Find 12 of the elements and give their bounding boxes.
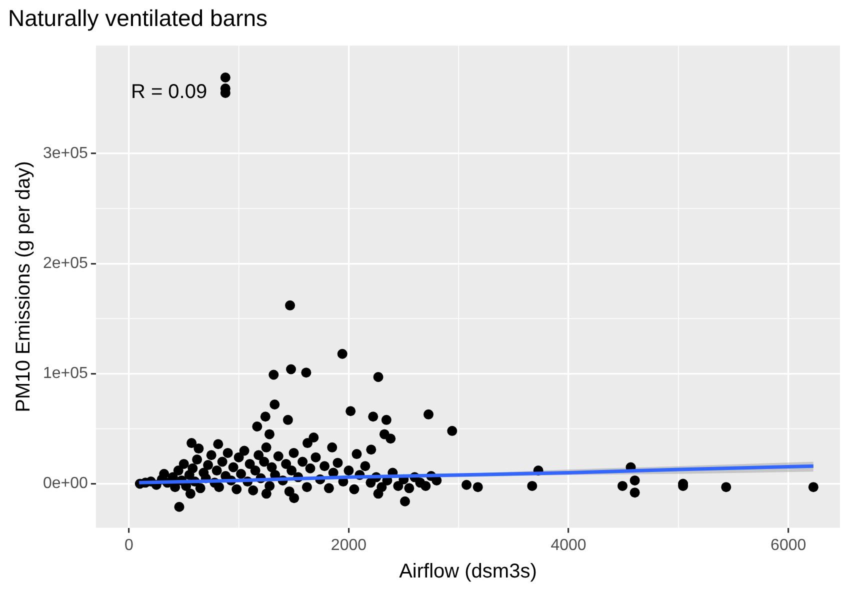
y-tick-label: 0e+00 [43,475,88,492]
x-tick-label: 4000 [550,536,586,554]
x-axis-title: Airflow (dsm3s) [399,560,537,583]
x-tick-label: 2000 [330,536,367,554]
x-tick-label: 0 [124,536,134,554]
x-tick-label: 6000 [770,536,806,554]
y-tick-label: 2e+05 [43,254,88,272]
y-tick-label: 1e+05 [43,365,88,382]
chart-title: Naturally ventilated barns [8,5,268,32]
y-axis-title: PM10 Emissions (g per day) [12,161,35,412]
annotation: R = 0.09 [130,81,208,104]
y-tick-label: 3e+05 [43,144,88,162]
